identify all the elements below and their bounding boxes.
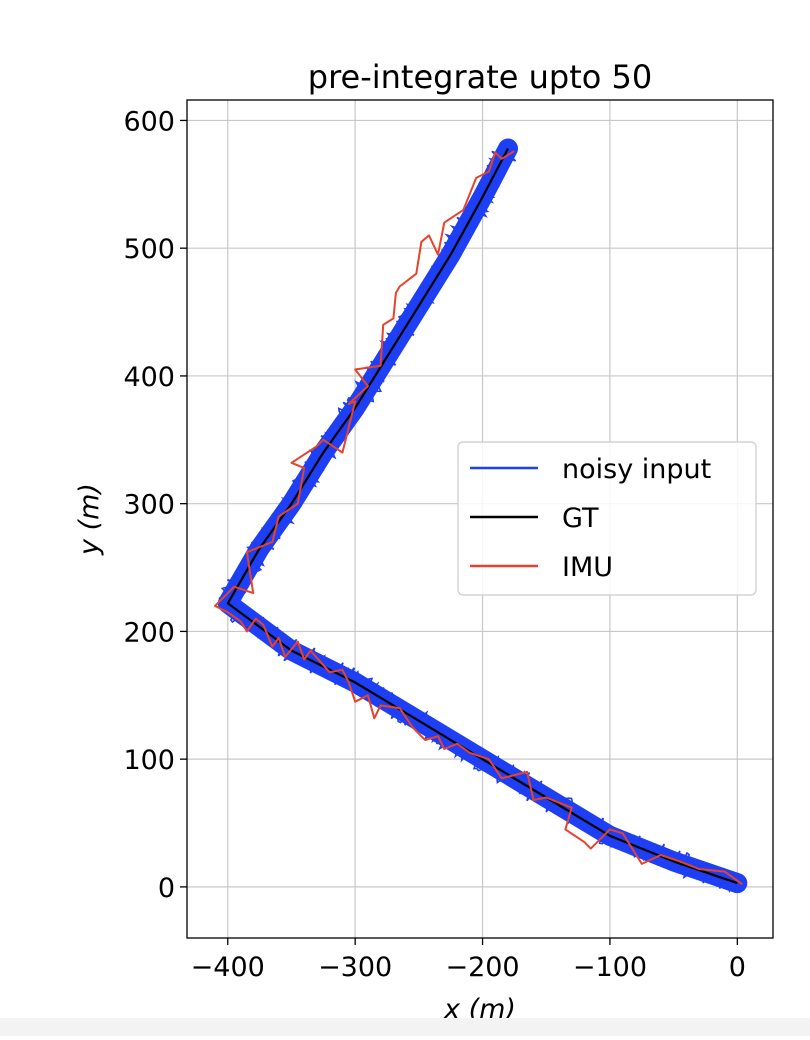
y-tick-label: 500 [123, 234, 175, 265]
axis-ticks: −400 −300 −200 −100 0 0 100 200 300 400 500 600 [123, 106, 745, 983]
series-imu-line [214, 150, 743, 886]
y-axis-label-text: y (m) [74, 483, 105, 556]
x-tick-label: −100 [573, 952, 647, 983]
series-noisy-input-trace [218, 147, 738, 893]
y-tick-label: 600 [123, 106, 175, 137]
legend-label-imu: IMU [562, 552, 613, 583]
x-tick-label: −300 [318, 952, 392, 983]
legend-label-gt: GT [562, 503, 599, 534]
legend-box [457, 441, 757, 596]
y-tick-label: 400 [123, 362, 175, 393]
window-bottom-strip [0, 1018, 810, 1036]
plot-frame [186, 99, 774, 939]
y-tick-label: 200 [123, 617, 175, 648]
chart-title: pre-integrate upto 50 [308, 58, 653, 96]
series-gt-line [226, 147, 738, 885]
legend: noisy input GT IMU [457, 441, 757, 596]
x-tick-label: −400 [191, 952, 265, 983]
x-tick-label: 0 [729, 952, 746, 983]
y-tick-label: 300 [123, 490, 175, 521]
x-tick-label: −200 [445, 952, 519, 983]
legend-label-noisy-input: noisy input [562, 454, 711, 485]
plot-series [214, 138, 748, 894]
y-tick-label: 0 [158, 873, 175, 904]
y-tick-label: 100 [123, 745, 175, 776]
y-axis-label: y (m) [74, 483, 105, 556]
